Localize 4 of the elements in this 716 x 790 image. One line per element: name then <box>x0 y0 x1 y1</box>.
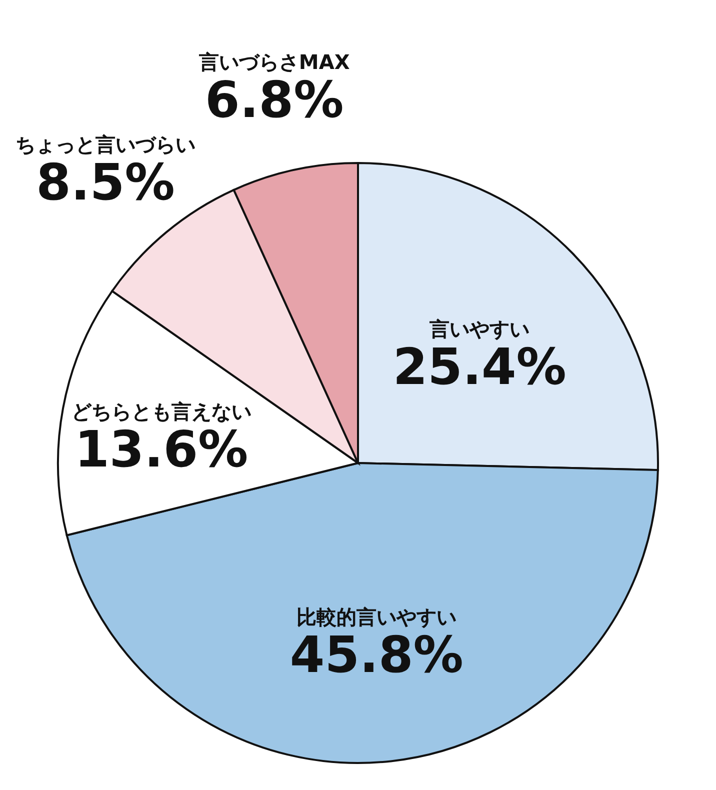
slice-label: どちらとも言えない <box>71 399 252 424</box>
slice-label: 比較的言いやすい <box>296 604 457 629</box>
slice-label: 言いやすい <box>428 317 530 342</box>
slice-label: 言いづらさMAX <box>198 50 350 74</box>
